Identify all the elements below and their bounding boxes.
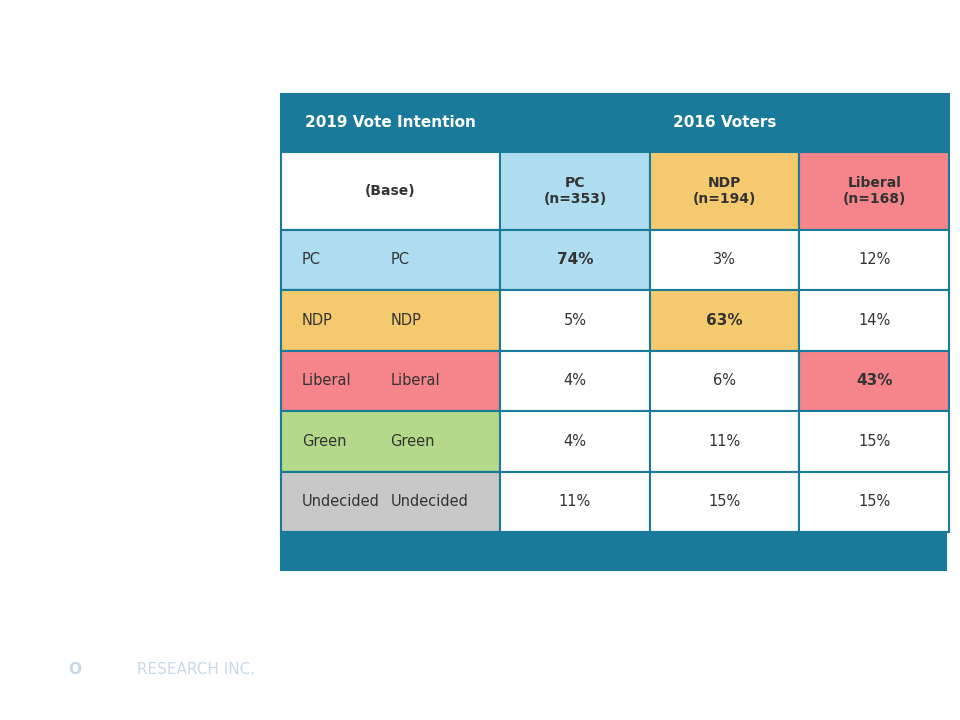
Text: NDP: NDP [391, 313, 421, 328]
Text: 11%: 11% [559, 495, 591, 509]
Text: Undecided: Undecided [302, 495, 380, 509]
Text: Liberal
(n=168): Liberal (n=168) [843, 176, 906, 206]
Text: PR: PR [25, 662, 47, 677]
Text: 15%: 15% [708, 495, 741, 509]
Text: 43%: 43% [856, 374, 893, 388]
FancyBboxPatch shape [800, 230, 949, 290]
Text: O: O [68, 662, 82, 677]
FancyBboxPatch shape [280, 230, 500, 290]
Text: PC: PC [302, 253, 321, 267]
Text: Undecided: Undecided [391, 495, 468, 509]
FancyBboxPatch shape [500, 152, 650, 230]
FancyBboxPatch shape [280, 94, 500, 152]
Text: 63%: 63% [707, 313, 743, 328]
FancyBboxPatch shape [500, 351, 650, 411]
Text: 6%: 6% [713, 374, 736, 388]
FancyBboxPatch shape [800, 472, 949, 532]
FancyBboxPatch shape [280, 351, 500, 411]
FancyBboxPatch shape [280, 290, 500, 351]
FancyBboxPatch shape [500, 472, 650, 532]
Text: RESEARCH INC.: RESEARCH INC. [132, 662, 255, 677]
Text: NDP: NDP [302, 313, 333, 328]
FancyBboxPatch shape [500, 290, 650, 351]
FancyBboxPatch shape [280, 351, 500, 411]
Text: 4%: 4% [564, 434, 587, 449]
FancyBboxPatch shape [280, 152, 500, 230]
Text: BE: BE [93, 662, 115, 677]
Text: 11%: 11% [708, 434, 741, 449]
Text: Green: Green [302, 434, 347, 449]
FancyBboxPatch shape [800, 290, 949, 351]
Text: 14%: 14% [858, 313, 890, 328]
Text: Liberal: Liberal [391, 374, 440, 388]
Text: 12%: 12% [858, 253, 890, 267]
Text: 4%: 4% [564, 374, 587, 388]
FancyBboxPatch shape [650, 411, 800, 472]
Text: 5%: 5% [564, 313, 587, 328]
Text: PC: PC [391, 253, 409, 267]
FancyBboxPatch shape [500, 411, 650, 472]
FancyBboxPatch shape [280, 290, 500, 351]
FancyBboxPatch shape [280, 532, 946, 570]
Text: 15%: 15% [858, 434, 890, 449]
Text: Base: All respondents (N=1,000): Base: All respondents (N=1,000) [25, 585, 230, 598]
FancyBboxPatch shape [280, 411, 500, 472]
FancyBboxPatch shape [650, 230, 800, 290]
Text: Green: Green [391, 434, 435, 449]
FancyBboxPatch shape [800, 411, 949, 472]
Text: NDP
(n=194): NDP (n=194) [693, 176, 756, 206]
Text: PC
(n=353): PC (n=353) [543, 176, 607, 206]
FancyBboxPatch shape [280, 472, 500, 532]
FancyBboxPatch shape [650, 152, 800, 230]
FancyBboxPatch shape [500, 94, 949, 152]
Text: (Base): (Base) [365, 184, 416, 197]
FancyBboxPatch shape [280, 472, 500, 532]
Text: 74%: 74% [557, 253, 593, 267]
FancyBboxPatch shape [650, 290, 800, 351]
Text: 2019 Vote Intention: 2019 Vote Intention [305, 115, 476, 130]
Text: 3%: 3% [713, 253, 736, 267]
FancyBboxPatch shape [280, 411, 500, 472]
FancyBboxPatch shape [280, 230, 500, 290]
FancyBboxPatch shape [650, 351, 800, 411]
FancyBboxPatch shape [800, 152, 949, 230]
Text: 15%: 15% [858, 495, 890, 509]
FancyBboxPatch shape [800, 351, 949, 411]
FancyBboxPatch shape [650, 472, 800, 532]
Text: 2016 Voters: 2016 Voters [673, 115, 777, 130]
Text: PARTY VOTE RETENTION:
WHERE ARE 2016
VOTERS TODAY?: PARTY VOTE RETENTION: WHERE ARE 2016 VOT… [25, 130, 374, 213]
FancyBboxPatch shape [500, 230, 650, 290]
Text: Liberal: Liberal [302, 374, 351, 388]
